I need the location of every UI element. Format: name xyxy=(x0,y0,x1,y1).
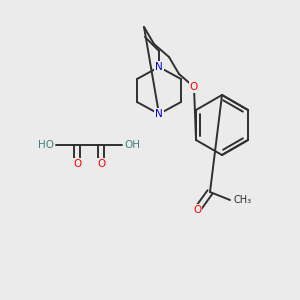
Text: O: O xyxy=(97,159,105,169)
Text: HO: HO xyxy=(38,140,54,150)
Text: N: N xyxy=(155,109,163,119)
Text: O: O xyxy=(73,159,81,169)
Text: O: O xyxy=(193,205,201,215)
Text: CH₃: CH₃ xyxy=(234,195,252,205)
Text: O: O xyxy=(190,82,198,92)
Text: OH: OH xyxy=(124,140,140,150)
Text: N: N xyxy=(155,62,163,72)
